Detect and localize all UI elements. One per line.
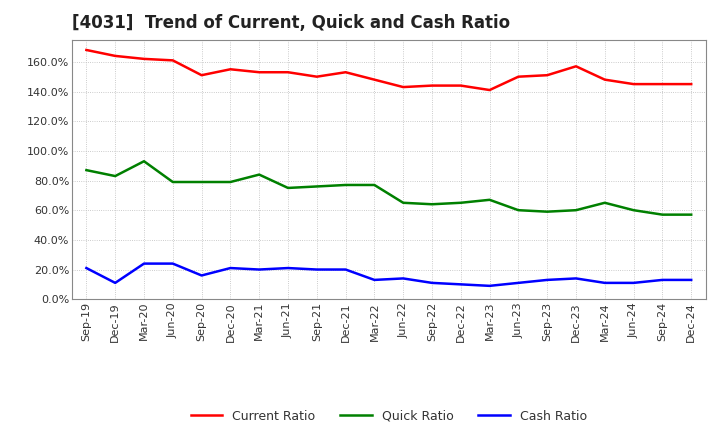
Quick Ratio	[82, 168, 91, 173]
Cash Ratio	[312, 267, 321, 272]
Quick Ratio	[514, 208, 523, 213]
Current Ratio	[197, 73, 206, 78]
Legend: Current Ratio, Quick Ratio, Cash Ratio: Current Ratio, Quick Ratio, Cash Ratio	[186, 405, 592, 428]
Current Ratio	[140, 56, 148, 62]
Current Ratio	[399, 84, 408, 90]
Current Ratio	[82, 48, 91, 53]
Cash Ratio	[111, 280, 120, 286]
Quick Ratio	[255, 172, 264, 177]
Quick Ratio	[456, 200, 465, 205]
Cash Ratio	[82, 265, 91, 271]
Current Ratio	[572, 64, 580, 69]
Current Ratio	[600, 77, 609, 82]
Quick Ratio	[428, 202, 436, 207]
Quick Ratio	[284, 185, 292, 191]
Cash Ratio	[514, 280, 523, 286]
Cash Ratio	[255, 267, 264, 272]
Current Ratio	[370, 77, 379, 82]
Quick Ratio	[197, 180, 206, 185]
Current Ratio	[658, 81, 667, 87]
Line: Cash Ratio: Cash Ratio	[86, 264, 691, 286]
Text: [4031]  Trend of Current, Quick and Cash Ratio: [4031] Trend of Current, Quick and Cash …	[72, 15, 510, 33]
Current Ratio	[456, 83, 465, 88]
Current Ratio	[284, 70, 292, 75]
Quick Ratio	[658, 212, 667, 217]
Current Ratio	[341, 70, 350, 75]
Cash Ratio	[226, 265, 235, 271]
Quick Ratio	[111, 173, 120, 179]
Cash Ratio	[456, 282, 465, 287]
Cash Ratio	[600, 280, 609, 286]
Current Ratio	[543, 73, 552, 78]
Current Ratio	[428, 83, 436, 88]
Cash Ratio	[543, 277, 552, 282]
Cash Ratio	[140, 261, 148, 266]
Current Ratio	[226, 66, 235, 72]
Cash Ratio	[658, 277, 667, 282]
Quick Ratio	[370, 182, 379, 187]
Line: Quick Ratio: Quick Ratio	[86, 161, 691, 215]
Cash Ratio	[370, 277, 379, 282]
Current Ratio	[111, 53, 120, 59]
Quick Ratio	[600, 200, 609, 205]
Cash Ratio	[428, 280, 436, 286]
Cash Ratio	[687, 277, 696, 282]
Current Ratio	[485, 88, 494, 93]
Current Ratio	[629, 81, 638, 87]
Quick Ratio	[485, 197, 494, 202]
Quick Ratio	[572, 208, 580, 213]
Cash Ratio	[341, 267, 350, 272]
Quick Ratio	[629, 208, 638, 213]
Cash Ratio	[629, 280, 638, 286]
Quick Ratio	[226, 180, 235, 185]
Current Ratio	[168, 58, 177, 63]
Current Ratio	[514, 74, 523, 79]
Line: Current Ratio: Current Ratio	[86, 50, 691, 90]
Quick Ratio	[140, 158, 148, 164]
Cash Ratio	[572, 276, 580, 281]
Current Ratio	[312, 74, 321, 79]
Cash Ratio	[399, 276, 408, 281]
Quick Ratio	[687, 212, 696, 217]
Quick Ratio	[341, 182, 350, 187]
Cash Ratio	[197, 273, 206, 278]
Current Ratio	[687, 81, 696, 87]
Quick Ratio	[312, 184, 321, 189]
Quick Ratio	[543, 209, 552, 214]
Quick Ratio	[399, 200, 408, 205]
Cash Ratio	[485, 283, 494, 289]
Cash Ratio	[168, 261, 177, 266]
Current Ratio	[255, 70, 264, 75]
Quick Ratio	[168, 180, 177, 185]
Cash Ratio	[284, 265, 292, 271]
